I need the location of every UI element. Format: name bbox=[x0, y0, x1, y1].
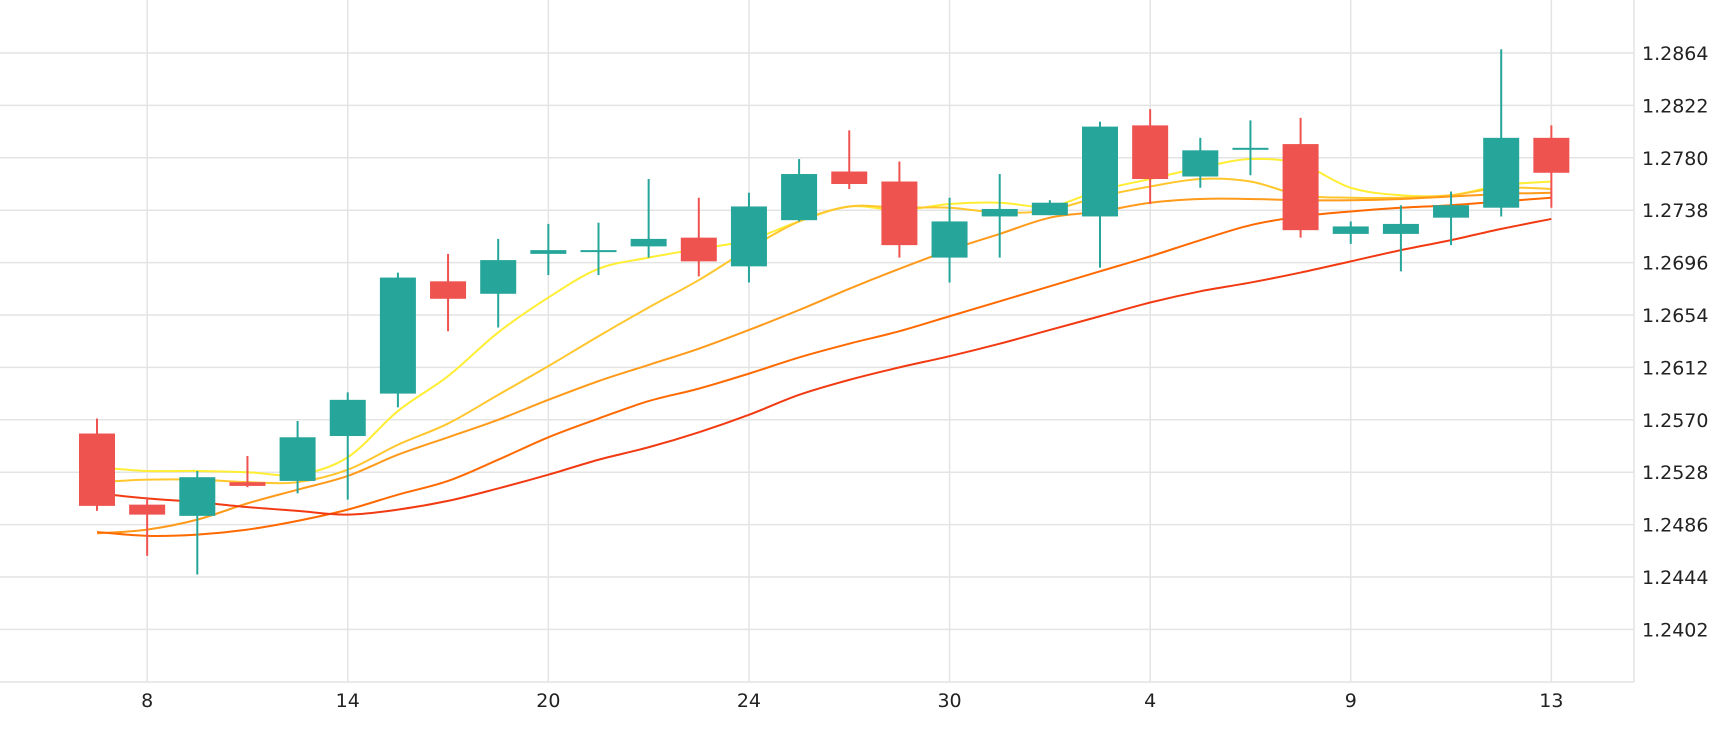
candle bbox=[1232, 120, 1269, 176]
y-tick-label: 1.2696 bbox=[1642, 253, 1708, 275]
candle-body bbox=[79, 433, 115, 506]
candle-body bbox=[530, 250, 567, 254]
candle bbox=[430, 253, 467, 332]
candle bbox=[179, 470, 216, 575]
y-tick-label: 1.2612 bbox=[1642, 357, 1708, 379]
candle bbox=[79, 418, 115, 511]
candle-body bbox=[730, 206, 767, 267]
x-tick-label: 13 bbox=[1539, 690, 1563, 712]
candle-body bbox=[129, 504, 166, 515]
candle-body bbox=[1433, 205, 1470, 218]
candle-body bbox=[981, 208, 1018, 217]
candle-body bbox=[1282, 144, 1319, 231]
ma-line-0 bbox=[96, 157, 1552, 477]
candle bbox=[680, 197, 717, 277]
y-tick-label: 1.2444 bbox=[1642, 567, 1708, 589]
candle bbox=[1433, 191, 1470, 246]
candle bbox=[781, 159, 818, 222]
candle-body bbox=[379, 277, 416, 394]
candle bbox=[1031, 200, 1068, 216]
y-tick-label: 1.2780 bbox=[1642, 148, 1708, 170]
y-tick-label: 1.2738 bbox=[1642, 200, 1708, 222]
candle-body bbox=[430, 281, 467, 299]
y-gridlines bbox=[0, 52, 1634, 631]
x-axis-tick-labels: 8 14 20 24 30 4 9 13 bbox=[141, 690, 1563, 712]
x-tick-label: 8 bbox=[141, 690, 153, 712]
candle bbox=[580, 222, 617, 276]
y-tick-label: 1.2486 bbox=[1642, 515, 1708, 537]
candle bbox=[1082, 121, 1118, 268]
candle bbox=[630, 179, 667, 258]
y-tick-label: 1.2570 bbox=[1642, 410, 1708, 432]
candle bbox=[730, 192, 767, 283]
candle-body bbox=[1232, 147, 1269, 150]
candle bbox=[1132, 109, 1169, 204]
candle bbox=[129, 497, 166, 556]
candle-body bbox=[279, 437, 316, 481]
candle-body bbox=[931, 221, 968, 258]
x-gridlines bbox=[146, 0, 1553, 682]
candle-body bbox=[1483, 137, 1520, 208]
y-tick-label: 1.2402 bbox=[1642, 619, 1708, 641]
y-tick-label: 1.2822 bbox=[1642, 95, 1708, 117]
candle-body bbox=[881, 181, 918, 246]
x-tick-label: 9 bbox=[1345, 690, 1357, 712]
candle-body bbox=[1182, 150, 1219, 177]
x-tick-label: 30 bbox=[937, 690, 961, 712]
x-tick-label: 20 bbox=[536, 690, 560, 712]
candle-body bbox=[1533, 137, 1570, 173]
candle-body bbox=[1382, 223, 1419, 234]
y-tick-label: 1.2528 bbox=[1642, 462, 1708, 484]
candle-body bbox=[229, 482, 266, 486]
candle-body bbox=[831, 171, 868, 184]
candle bbox=[831, 130, 868, 189]
candle bbox=[279, 421, 316, 494]
candles bbox=[79, 49, 1570, 575]
candle bbox=[1533, 125, 1570, 208]
candle bbox=[480, 238, 517, 328]
y-tick-label: 1.2654 bbox=[1642, 305, 1708, 327]
ma-line-2 bbox=[96, 191, 1552, 535]
candle bbox=[1182, 137, 1219, 188]
y-axis-tick-labels: 1.2864 1.2822 1.2780 1.2738 1.2696 1.2654 1.26… bbox=[1642, 43, 1708, 641]
ma-line-4 bbox=[96, 217, 1552, 516]
candle bbox=[1282, 117, 1319, 238]
candle bbox=[379, 272, 416, 408]
candle-body bbox=[179, 477, 216, 516]
candle-body bbox=[1332, 226, 1369, 234]
candle bbox=[530, 223, 567, 276]
candle-body bbox=[1031, 202, 1068, 216]
y-tick-label: 1.2864 bbox=[1642, 43, 1708, 65]
candle bbox=[981, 174, 1018, 258]
candle-body bbox=[580, 250, 617, 253]
candle bbox=[229, 455, 266, 488]
candle-body bbox=[1082, 126, 1118, 217]
candle bbox=[1382, 205, 1419, 272]
candle-body bbox=[680, 237, 717, 262]
candle-body bbox=[329, 399, 366, 437]
candle-body bbox=[480, 260, 517, 294]
candle-body bbox=[781, 174, 818, 221]
candle bbox=[1332, 221, 1369, 244]
candle-body bbox=[630, 238, 667, 247]
candle bbox=[329, 392, 366, 500]
candle-body bbox=[1132, 125, 1169, 180]
x-tick-label: 4 bbox=[1144, 690, 1156, 712]
x-tick-label: 24 bbox=[737, 690, 761, 712]
candle bbox=[881, 161, 918, 258]
candle bbox=[1483, 49, 1520, 217]
x-tick-label: 14 bbox=[336, 690, 360, 712]
candle bbox=[931, 197, 968, 283]
